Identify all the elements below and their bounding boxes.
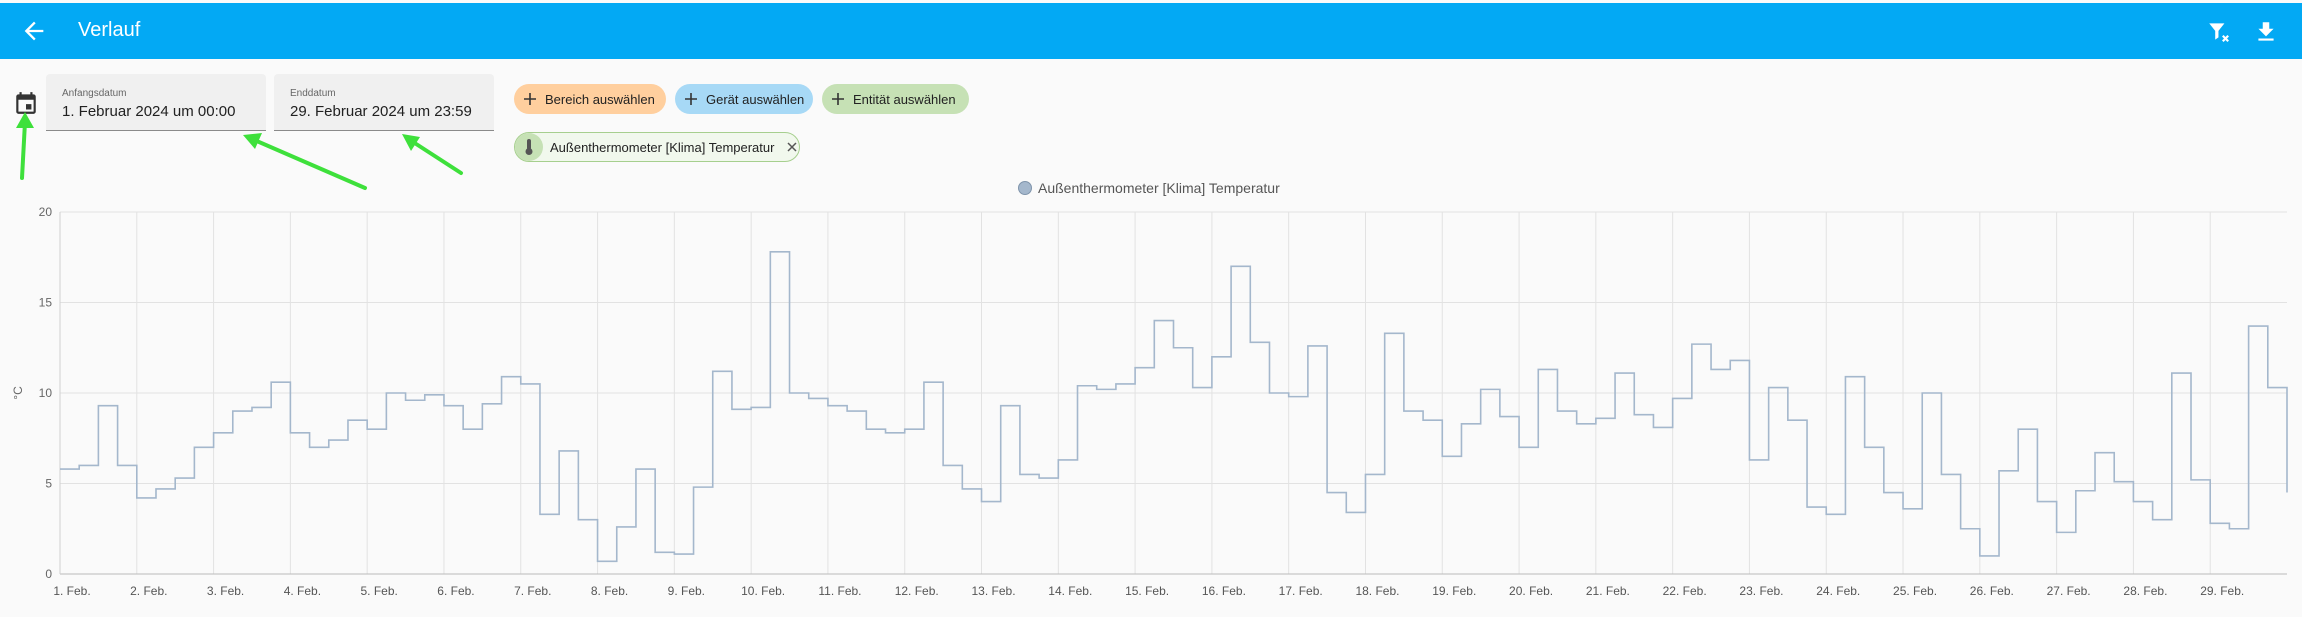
legend-label: Außenthermometer [Klima] Temperatur [1038,180,1280,196]
download-icon[interactable] [2253,19,2279,45]
series-line [60,251,2288,563]
x-tick-label: 11. Feb. [818,584,861,598]
end-date-label: Enddatum [290,88,336,99]
y-tick-label: 15 [39,296,53,310]
arrow-left-icon[interactable] [20,17,48,45]
x-tick-label: 16. Feb. [1202,584,1246,598]
choose-device-label: Gerät auswählen [706,91,805,107]
x-tick-label: 7. Feb. [514,584,551,598]
x-tick-label: 29. Feb. [2200,584,2244,598]
x-tick-label: 13. Feb. [972,584,1016,598]
app-bar: Verlauf [0,3,2302,59]
x-tick-label: 22. Feb. [1663,584,1707,598]
x-tick-label: 23. Feb. [1739,584,1783,598]
legend-marker [1018,181,1032,195]
x-tick-label: 9. Feb. [668,584,705,598]
y-axis-label: °C [11,386,25,400]
chart-legend[interactable]: Außenthermometer [Klima] Temperatur [1018,180,1280,196]
thermometer-icon [515,133,543,161]
choose-area-button[interactable]: Bereich auswählen [514,84,666,114]
y-tick-label: 20 [39,205,53,219]
x-tick-label: 21. Feb. [1586,584,1630,598]
filter-remove-icon[interactable] [2206,19,2232,45]
page-title: Verlauf [78,19,141,41]
selected-entity-chip[interactable]: Außenthermometer [Klima] Temperatur [514,132,800,162]
x-tick-label: 27. Feb. [2047,584,2091,598]
selected-entity-label: Außenthermometer [Klima] Temperatur [550,139,775,155]
end-date-field[interactable]: Enddatum 29. Februar 2024 um 23:59 [274,74,494,131]
x-tick-label: 2. Feb. [130,584,167,598]
end-date-value: 29. Februar 2024 um 23:59 [290,103,472,120]
choose-device-button[interactable]: Gerät auswählen [675,84,813,114]
x-tick-label: 14. Feb. [1048,584,1092,598]
x-tick-label: 12. Feb. [895,584,939,598]
x-tick-label: 8. Feb. [591,584,628,598]
x-tick-label: 26. Feb. [1970,584,2014,598]
x-tick-label: 25. Feb. [1893,584,1937,598]
choose-area-label: Bereich auswählen [545,91,655,107]
plus-icon [832,93,844,105]
history-chart[interactable]: 0 5 10 15 20 1. Feb. 2. Feb. 3. Feb. 4. Feb. 5. F… [0,200,2302,617]
close-icon[interactable] [786,141,798,153]
x-tick-label: 5. Feb. [360,584,397,598]
x-tick-label: 20. Feb. [1509,584,1553,598]
start-date-field[interactable]: Anfangsdatum 1. Februar 2024 um 00:00 [46,74,266,131]
x-tick-label: 10. Feb. [741,584,785,598]
x-tick-label: 3. Feb. [207,584,244,598]
y-tick-label: 0 [45,567,52,581]
plus-icon [524,93,536,105]
start-date-value: 1. Februar 2024 um 00:00 [62,103,236,120]
x-tick-label: 18. Feb. [1355,584,1399,598]
x-tick-label: 4. Feb. [284,584,321,598]
x-tick-label: 15. Feb. [1125,584,1169,598]
x-tick-label: 17. Feb. [1279,584,1323,598]
x-tick-label: 19. Feb. [1432,584,1476,598]
x-tick-label: 28. Feb. [2123,584,2167,598]
choose-entity-label: Entität auswählen [853,91,956,107]
y-tick-label: 5 [45,477,52,491]
x-tick-label: 1. Feb. [53,584,90,598]
plus-icon [685,93,697,105]
x-tick-label: 6. Feb. [437,584,474,598]
start-date-label: Anfangsdatum [62,88,127,99]
calendar-icon[interactable] [13,90,39,116]
y-tick-label: 10 [39,386,53,400]
x-tick-label: 24. Feb. [1816,584,1860,598]
choose-entity-button[interactable]: Entität auswählen [822,84,969,114]
